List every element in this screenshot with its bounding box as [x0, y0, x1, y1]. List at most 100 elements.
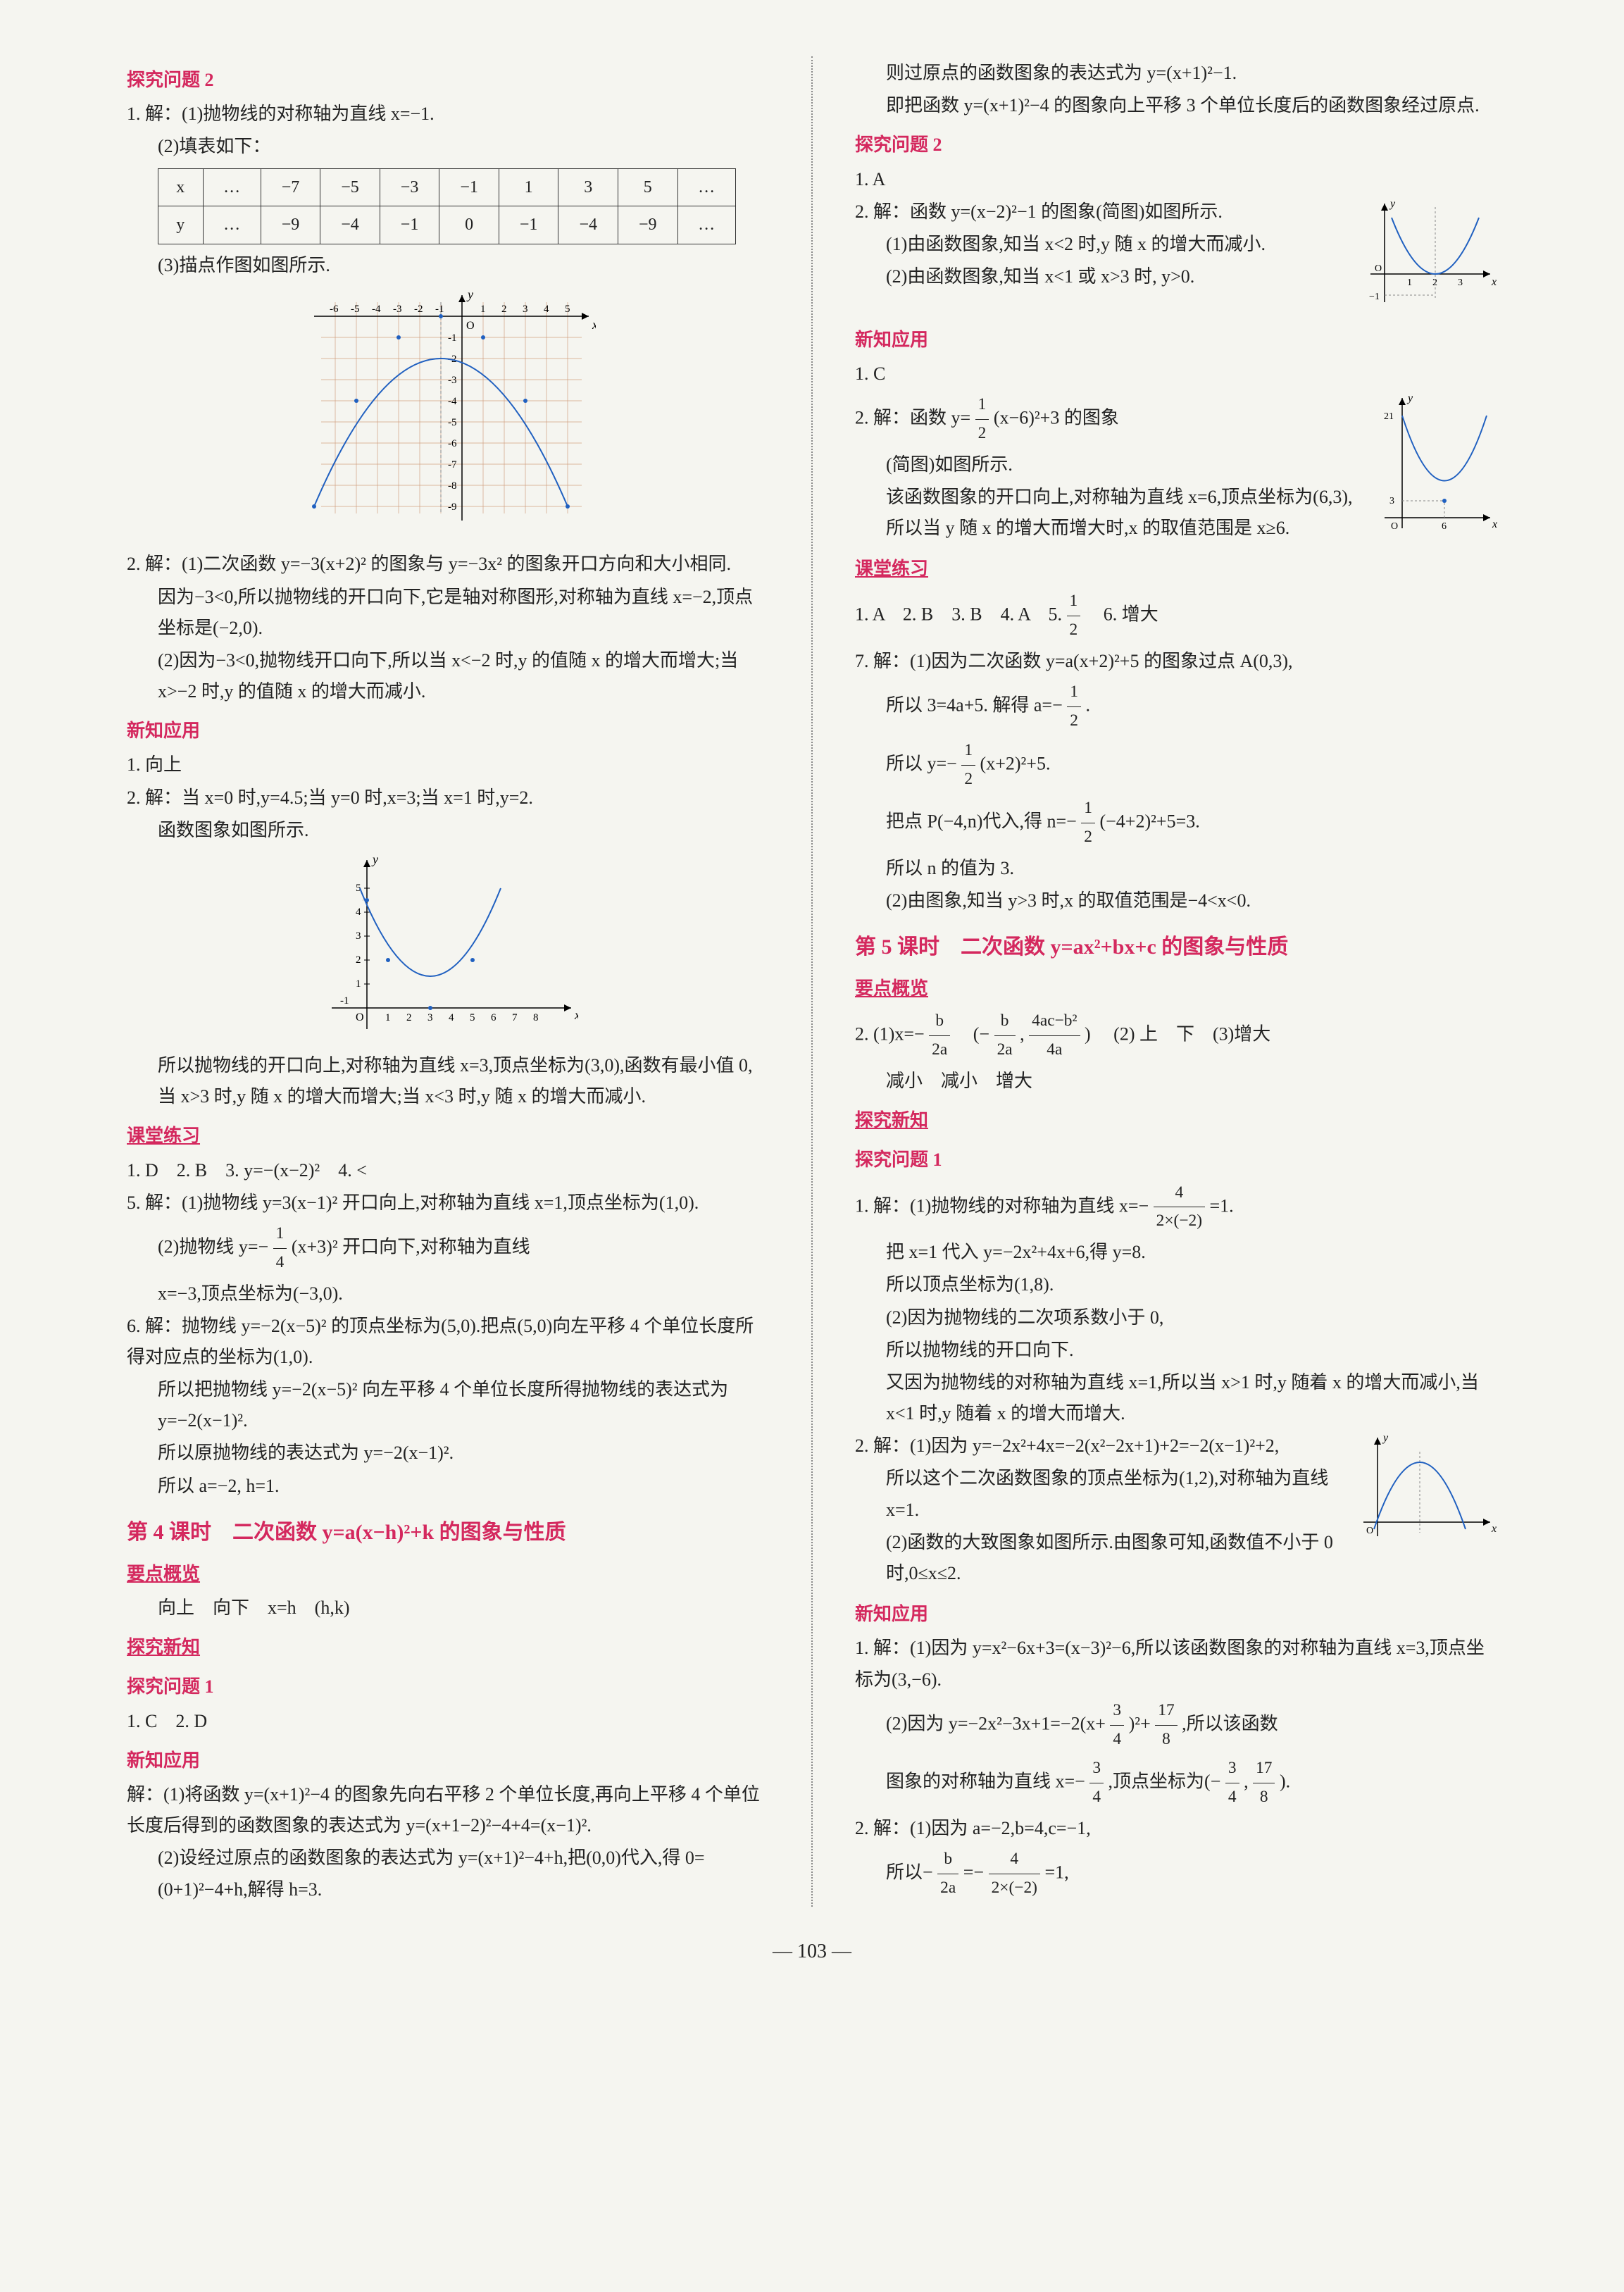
text: (3)描点作图如图所示.: [127, 250, 769, 281]
fraction: 12: [1067, 587, 1081, 644]
text: ,: [1020, 1024, 1029, 1045]
svg-text:-9: -9: [448, 502, 457, 513]
svg-text:-3: -3: [448, 375, 457, 386]
heading-xinzhi-r2: 新知应用: [855, 1599, 1497, 1630]
svg-text:y: y: [1389, 198, 1396, 210]
fraction: 34: [1089, 1755, 1104, 1812]
text: (2)因为抛物线的二次项系数小于 0,: [855, 1302, 1497, 1333]
svg-text:1: 1: [385, 1012, 391, 1023]
heading-tanjiu-xin-r: 探究新知: [855, 1105, 1497, 1136]
table-row: y … −9 −4 −1 0 −1 −4 −9 …: [158, 206, 736, 244]
text: 1. 解：(1)抛物线的对称轴为直线 x=− 42×(−2) =1.: [855, 1179, 1497, 1236]
svg-text:1: 1: [356, 978, 361, 990]
xy-table: x … −7 −5 −3 −1 1 3 5 … y … −9 −4 −1 0 −…: [158, 168, 736, 245]
svg-text:-4: -4: [448, 396, 457, 407]
svg-text:6: 6: [1442, 521, 1447, 532]
text: 向上 向下 x=h (h,k): [127, 1593, 769, 1624]
svg-text:7: 7: [512, 1012, 518, 1023]
svg-text:x: x: [574, 1008, 578, 1022]
heading-xinzhi: 新知应用: [127, 716, 769, 747]
fraction: b2a: [994, 1007, 1016, 1064]
fraction: 4ac−b²4a: [1029, 1007, 1080, 1064]
heading-xinzhi2: 新知应用: [127, 1745, 769, 1776]
svg-text:5: 5: [470, 1012, 475, 1023]
svg-text:4: 4: [449, 1012, 454, 1023]
text: 2. (1)x=− b2a (− b2a , 4ac−b²4a ) (2) 上 …: [855, 1007, 1497, 1064]
text: 函数图象如图所示.: [127, 815, 769, 846]
text: 把 x=1 代入 y=−2x²+4x+6,得 y=8.: [855, 1237, 1497, 1268]
text: 所以 y=− 12 (x+2)²+5.: [855, 737, 1497, 794]
svg-text:8: 8: [533, 1012, 539, 1023]
svg-text:3: 3: [356, 930, 361, 942]
text: 把点 P(−4,n)代入,得 n=− 12 (−4+2)²+5=3.: [855, 795, 1497, 852]
svg-text:-4: -4: [372, 304, 381, 315]
text: 减小 减小 增大: [855, 1066, 1497, 1097]
svg-text:y: y: [1382, 1432, 1389, 1444]
text: (−: [955, 1024, 989, 1045]
column-divider: [811, 56, 813, 1907]
text: 所以 n 的值为 3.: [855, 853, 1497, 884]
section-title-5: 第 5 课时 二次函数 y=ax²+bx+c 的图象与性质: [855, 929, 1497, 965]
svg-text:1: 1: [480, 304, 486, 315]
text: 即把函数 y=(x+1)²−4 的图象向上平移 3 个单位长度后的函数图象经过原…: [855, 90, 1497, 121]
svg-text:-1: -1: [448, 332, 457, 344]
text: 所以把抛物线 y=−2(x−5)² 向左平移 4 个单位长度所得抛物线的表达式为…: [127, 1374, 769, 1436]
heading-yaodian-r: 要点概览: [855, 973, 1497, 1004]
fraction: 34: [1225, 1755, 1239, 1812]
fraction: 42×(−2): [989, 1845, 1040, 1902]
svg-text:O: O: [466, 320, 475, 332]
text: 1. C 2. D: [127, 1706, 769, 1737]
text: 7. 解：(1)因为二次函数 y=a(x+2)²+5 的图象过点 A(0,3),: [855, 646, 1497, 677]
text: (2)由图象,知当 y>3 时,x 的取值范围是−4<x<0.: [855, 885, 1497, 916]
text: 1. 向上: [127, 749, 769, 780]
text: 1. 解：(1)因为 y=x²−6x+3=(x−3)²−6,所以该函数图象的对称…: [855, 1633, 1497, 1695]
text: (2)因为−3<0,抛物线开口向下,所以当 x<−2 时,y 的值随 x 的增大…: [127, 645, 769, 707]
svg-text:−1: −1: [1369, 292, 1380, 302]
text: 6. 解：抛物线 y=−2(x−5)² 的顶点坐标为(5,0).把点(5,0)向…: [127, 1311, 769, 1373]
text: 所以抛物线的开口向上,对称轴为直线 x=3,顶点坐标为(3,0),函数有最小值 …: [127, 1050, 769, 1112]
svg-text:-2: -2: [414, 304, 423, 315]
text: ): [1085, 1024, 1091, 1045]
svg-text:3: 3: [1389, 496, 1394, 506]
svg-text:5: 5: [565, 304, 570, 315]
fraction: 12: [1081, 795, 1095, 852]
svg-text:4: 4: [544, 304, 549, 315]
text: 1. A: [855, 164, 1497, 195]
text: 所以原抛物线的表达式为 y=−2(x−1)².: [127, 1438, 769, 1469]
svg-text:x: x: [1491, 1523, 1497, 1535]
svg-text:O: O: [1375, 263, 1382, 274]
svg-text:-1: -1: [435, 304, 444, 315]
svg-text:O: O: [356, 1011, 364, 1023]
svg-text:3: 3: [1458, 278, 1463, 288]
svg-text:2: 2: [406, 1012, 412, 1023]
svg-text:-3: -3: [393, 304, 402, 315]
right-column: 则过原点的函数图象的表达式为 y=(x+1)²−1. 即把函数 y=(x+1)²…: [855, 56, 1497, 1907]
parabola-chart-1: x y O -6-5-4-3-2-1 12345 -1-2-3-4-5-6-7-…: [300, 288, 596, 542]
svg-text:21: 21: [1384, 411, 1394, 422]
svg-text:-6: -6: [330, 304, 339, 315]
text: 1. C: [855, 359, 1497, 390]
text: 所以 a=−2, h=1.: [127, 1471, 769, 1502]
fraction: b2a: [929, 1007, 950, 1064]
fraction: 14: [273, 1220, 287, 1277]
svg-text:3: 3: [523, 304, 528, 315]
fraction: 12: [975, 391, 989, 448]
text: 1. A 2. B 3. B 4. A 5. 12 6. 增大: [855, 587, 1497, 644]
svg-text:O: O: [1366, 1526, 1373, 1536]
svg-text:2: 2: [356, 954, 361, 966]
text: (2)设经过原点的函数图象的表达式为 y=(x+1)²−4+h,把(0,0)代入…: [127, 1843, 769, 1905]
parabola-chart-3: x y O 123 −1: [1363, 197, 1497, 316]
fraction: 178: [1155, 1697, 1177, 1754]
fraction: 42×(−2): [1154, 1179, 1205, 1236]
text: 所以 3=4a+5. 解得 a=− 12 .: [855, 678, 1497, 735]
text: 1. 解：(1)抛物线的对称轴为直线 x=−1.: [127, 99, 769, 130]
svg-text:-5: -5: [351, 304, 360, 315]
text: (2)因为 y=−2x²−3x+1=−2(x+ 34 )²+ 178 ,所以该函…: [855, 1697, 1497, 1754]
heading-tanjiu2: 探究问题 2: [127, 65, 769, 96]
text: 2. 解：(1)因为 a=−2,b=4,c=−1,: [855, 1813, 1497, 1844]
heading-tanjiu2r: 探究问题 2: [855, 130, 1497, 161]
svg-text:y: y: [466, 288, 473, 301]
text: 所以抛物线的开口向下.: [855, 1335, 1497, 1366]
page-number: — 103 —: [127, 1935, 1497, 1969]
svg-text:3: 3: [427, 1012, 433, 1023]
